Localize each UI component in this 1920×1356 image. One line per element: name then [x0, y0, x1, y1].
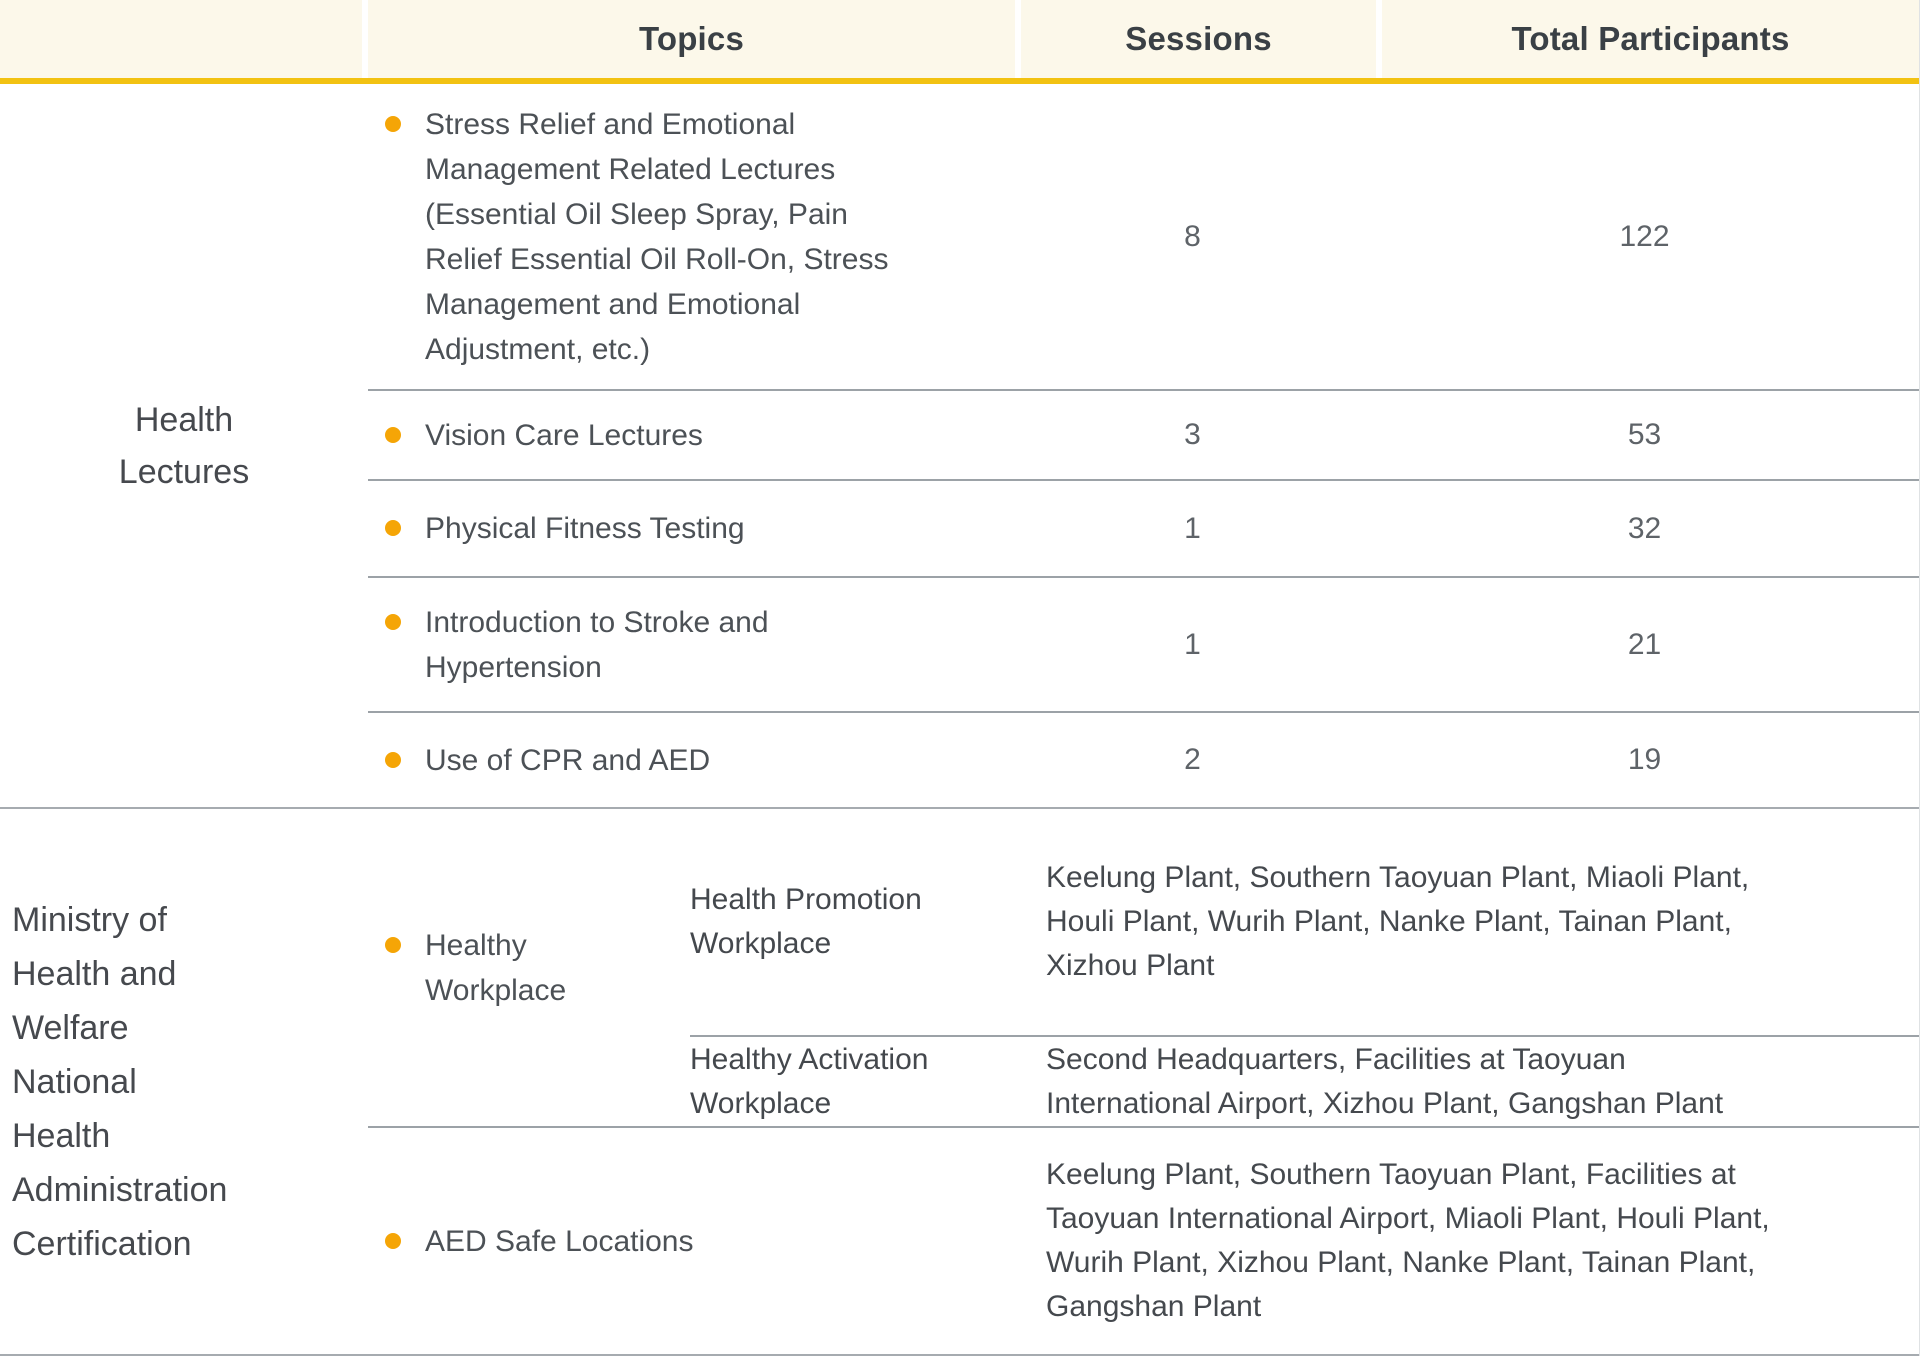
header-cell-topics: Topics — [368, 0, 1015, 78]
table-row: Physical Fitness Testing 1 32 — [368, 479, 1919, 576]
topic-cell: Use of CPR and AED — [368, 713, 1015, 807]
topic-inner: Healthy Workplace — [385, 923, 566, 1013]
bullet-icon — [385, 613, 401, 630]
topic-inner: Introduction to Stroke and Hypertension — [385, 600, 769, 690]
category-cell-health-lectures: Health Lectures — [0, 84, 368, 807]
section-ministry-certification: Ministry of Health and Welfare National … — [0, 807, 1919, 1356]
sessions-value: 1 — [1184, 511, 1201, 545]
participants-value: 122 — [1619, 219, 1670, 253]
header-gap — [1376, 0, 1382, 78]
locations-value: Keelung Plant, Southern Taoyuan Plant, F… — [1046, 1158, 1770, 1323]
locations-cell: Keelung Plant, Southern Taoyuan Plant, F… — [1046, 1128, 1919, 1354]
topic-label: Introduction to Stroke and Hypertension — [425, 605, 769, 684]
table-row: Introduction to Stroke and Hypertension … — [368, 576, 1919, 711]
section-health-lectures: Health Lectures Stress Relief and Emotio… — [0, 84, 1919, 807]
participants-value: 21 — [1627, 627, 1662, 661]
healthy-workplace-group: Healthy Workplace Health Promotion Workp… — [368, 809, 1919, 1126]
sessions-value: 8 — [1184, 219, 1201, 253]
table-row: Stress Relief and Emotional Management R… — [368, 84, 1919, 389]
bullet-icon — [385, 426, 401, 443]
topic-cell: Stress Relief and Emotional Management R… — [368, 84, 1015, 389]
topic-cell: AED Safe Locations — [368, 1128, 1046, 1354]
topic-label: Physical Fitness Testing — [425, 512, 745, 545]
topic-cell: Introduction to Stroke and Hypertension — [368, 578, 1015, 711]
topic-label: AED Safe Locations — [425, 1224, 694, 1258]
topic-cell: Physical Fitness Testing — [368, 481, 1015, 576]
table-header-row: Topics Sessions Total Participants — [0, 0, 1919, 78]
sessions-cell: 2 — [1015, 713, 1370, 807]
header-cell-category — [0, 0, 362, 78]
table-row: Vision Care Lectures 3 53 — [368, 389, 1919, 479]
workplace-subrows: Health Promotion Workplace Keelung Plant… — [690, 809, 1919, 1126]
aed-safe-locations-row: AED Safe Locations Keelung Plant, Southe… — [368, 1126, 1919, 1354]
header-label-total-participants: Total Participants — [1511, 20, 1790, 57]
gold-accent-line — [0, 78, 1919, 84]
topic-cell: Healthy Workplace — [368, 809, 690, 1126]
bullet-icon — [385, 936, 401, 953]
bullet-icon — [385, 751, 401, 768]
bullet-icon — [385, 520, 401, 536]
participants-cell: 122 — [1370, 84, 1919, 389]
header-gap — [1015, 0, 1021, 78]
table-row: Healthy Activation Workplace Second Head… — [690, 1035, 1919, 1126]
topic-inner: Stress Relief and Emotional Management R… — [385, 102, 888, 372]
locations-value: Second Headquarters, Facilities at Taoyu… — [1046, 1042, 1724, 1120]
category-label: Health Lectures — [118, 400, 250, 491]
category-cell-ministry: Ministry of Health and Welfare National … — [0, 809, 368, 1354]
sessions-value: 1 — [1184, 627, 1201, 661]
sessions-value: 3 — [1184, 418, 1201, 451]
sessions-value: 2 — [1184, 743, 1201, 776]
topic-cell: Vision Care Lectures — [368, 391, 1015, 479]
table-row: Use of CPR and AED 2 19 — [368, 711, 1919, 807]
topic-inner: Vision Care Lectures — [385, 413, 703, 458]
participants-value: 32 — [1627, 511, 1662, 545]
category-label: Ministry of Health and Welfare National … — [12, 900, 228, 1263]
subtopic-cell: Healthy Activation Workplace — [690, 1037, 1046, 1126]
participants-cell: 19 — [1370, 713, 1919, 807]
locations-cell: Keelung Plant, Southern Taoyuan Plant, M… — [1046, 809, 1919, 1035]
health-lectures-rows: Stress Relief and Emotional Management R… — [368, 84, 1919, 807]
bullet-icon — [385, 1233, 401, 1249]
sessions-cell: 8 — [1015, 84, 1370, 389]
bullet-icon — [385, 115, 401, 132]
sessions-cell: 1 — [1015, 578, 1370, 711]
header-label-topics: Topics — [638, 20, 745, 57]
topic-label: Stress Relief and Emotional Management R… — [425, 107, 889, 366]
topic-label: Healthy Workplace — [425, 928, 567, 1007]
sessions-cell: 3 — [1015, 391, 1370, 479]
table-row: Health Promotion Workplace Keelung Plant… — [690, 809, 1919, 1035]
sessions-cell: 1 — [1015, 481, 1370, 576]
participants-cell: 32 — [1370, 481, 1919, 576]
locations-cell: Second Headquarters, Facilities at Taoyu… — [1046, 1037, 1919, 1126]
participants-value: 53 — [1627, 418, 1662, 451]
subtopic-cell: Health Promotion Workplace — [690, 809, 1046, 1035]
header-cell-sessions: Sessions — [1021, 0, 1376, 78]
header-cell-total-participants: Total Participants — [1382, 0, 1919, 78]
subtopic-label: Healthy Activation Workplace — [690, 1042, 929, 1120]
topic-label: Use of CPR and AED — [425, 743, 711, 777]
topic-inner: Use of CPR and AED — [385, 738, 710, 783]
topic-label: Vision Care Lectures — [425, 418, 703, 452]
participants-cell: 21 — [1370, 578, 1919, 711]
participants-value: 19 — [1627, 743, 1662, 776]
header-label-sessions: Sessions — [1125, 20, 1272, 57]
locations-value: Keelung Plant, Southern Taoyuan Plant, M… — [1046, 861, 1750, 982]
ministry-rows: Healthy Workplace Health Promotion Workp… — [368, 809, 1919, 1354]
participants-cell: 53 — [1370, 391, 1919, 479]
subtopic-label: Health Promotion Workplace — [690, 883, 922, 960]
topic-inner: Physical Fitness Testing — [385, 506, 745, 551]
header-gap — [362, 0, 368, 78]
